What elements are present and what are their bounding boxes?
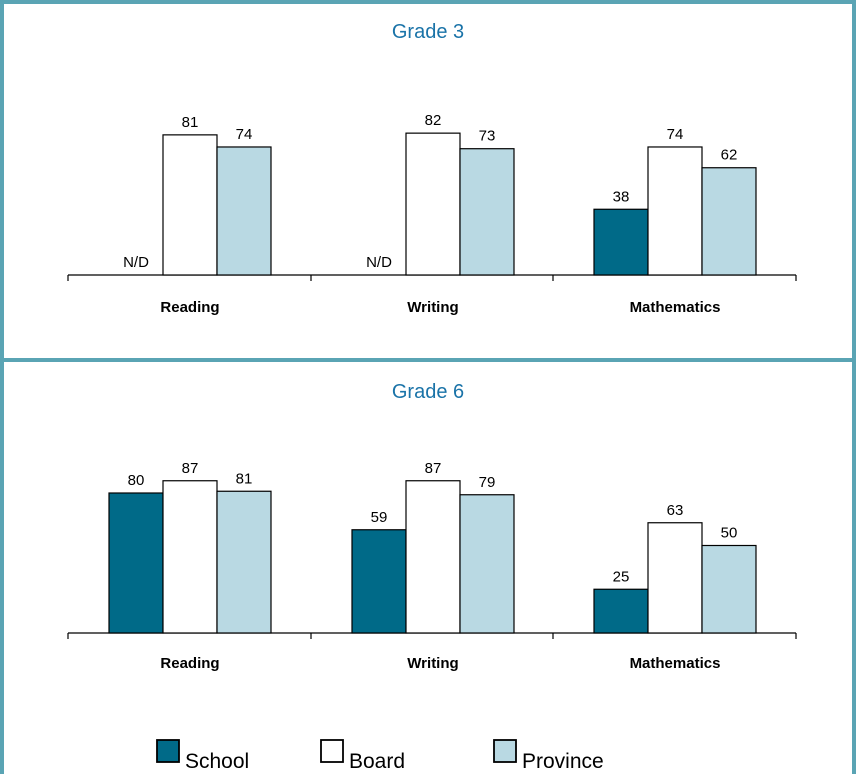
data-label: 38 [613, 188, 630, 205]
bar-school-mathematics [593, 588, 649, 634]
data-label: 62 [721, 147, 738, 164]
category-label: Writing [407, 299, 458, 316]
bar-board-mathematics [647, 146, 703, 276]
data-label: 50 [721, 525, 738, 542]
legend-label: School [185, 750, 249, 773]
category-label: Reading [160, 299, 219, 316]
category-label: Writing [407, 655, 458, 672]
legend-swatch-school [156, 739, 180, 763]
category-label: Mathematics [630, 299, 721, 316]
bar-province-mathematics [701, 167, 757, 276]
data-label: 80 [128, 472, 145, 489]
data-label: 79 [479, 474, 496, 491]
bar-school-writing [351, 529, 407, 634]
data-label: 74 [236, 126, 253, 143]
data-label: 25 [613, 568, 630, 585]
data-label: 87 [182, 460, 199, 477]
bar-province-writing [459, 494, 515, 634]
bar-board-reading [162, 480, 218, 634]
legend-swatch-province [493, 739, 517, 763]
legend-label: Province [522, 750, 604, 773]
chart-title: Grade 3 [392, 21, 464, 43]
bar-province-reading [216, 490, 272, 634]
legend-label: Board [349, 750, 405, 773]
data-label: 59 [371, 509, 388, 526]
bar-board-reading [162, 134, 218, 276]
data-label: 81 [236, 470, 253, 487]
category-label: Reading [160, 655, 219, 672]
grade-6-panel: Grade 6 80 87 81 Reading 59 87 79 Writing 25 63 50… [67, 381, 797, 672]
missing-data-label: N/D [366, 254, 392, 271]
data-label: 63 [667, 502, 684, 519]
chart-title: Grade 6 [392, 381, 464, 403]
category-label: Mathematics [630, 655, 721, 672]
bar-board-mathematics [647, 522, 703, 634]
bar-school-reading [108, 492, 164, 634]
bar-board-writing [405, 480, 461, 634]
legend: School Board Province [156, 739, 604, 773]
data-label: 81 [182, 114, 199, 131]
data-label: 74 [667, 126, 684, 143]
data-label: 82 [425, 112, 442, 129]
data-label: 73 [479, 128, 496, 145]
bar-province-writing [459, 148, 515, 276]
bar-school-mathematics [593, 208, 649, 276]
missing-data-label: N/D [123, 254, 149, 271]
data-label: 87 [425, 460, 442, 477]
legend-swatch-board [320, 739, 344, 763]
bar-province-mathematics [701, 544, 757, 634]
bar-board-writing [405, 132, 461, 276]
bar-province-reading [216, 146, 272, 276]
grade-3-panel: Grade 3 N/D 81 74 Reading N/D 82 73 Writing 38 74… [67, 21, 797, 316]
